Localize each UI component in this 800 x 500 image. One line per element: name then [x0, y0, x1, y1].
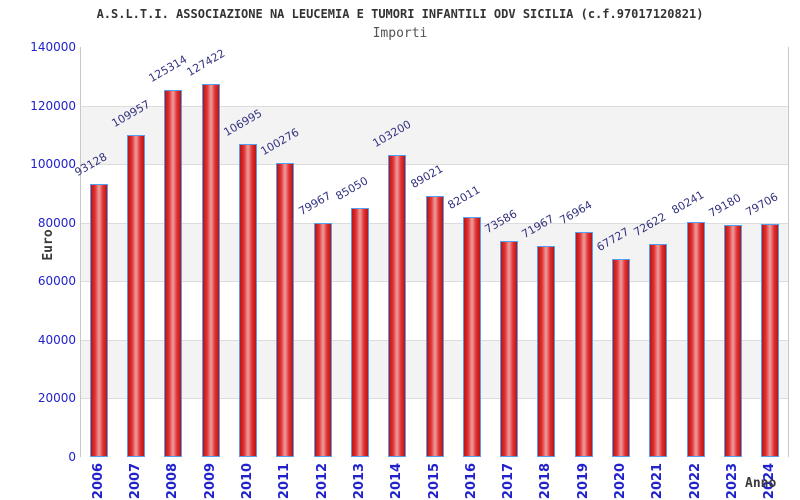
bar	[89, 184, 108, 457]
x-tick-label: 2010	[239, 462, 255, 500]
y-tick-label: 120000	[30, 98, 76, 113]
x-tick-label: 2022	[687, 462, 703, 500]
bar	[313, 222, 332, 457]
x-tick-label: 2011	[277, 462, 293, 500]
x-tick-label: 2006	[90, 462, 106, 500]
x-tick-label: 2008	[165, 462, 181, 500]
y-tick-label: 140000	[30, 40, 76, 54]
y-tick-label: 60000	[37, 274, 76, 289]
y-tick-label: 20000	[37, 391, 76, 406]
chart-title: A.S.L.T.I. ASSOCIAZIONE NA LEUCEMIA E TU…	[96, 7, 704, 21]
bar	[724, 225, 743, 457]
x-axis-title: Anno	[745, 476, 777, 491]
bar	[350, 207, 369, 457]
y-tick-label: 80000	[37, 215, 76, 230]
bar	[164, 90, 183, 457]
y-tick-label: 40000	[37, 332, 76, 347]
bar	[126, 134, 145, 457]
x-tick-label: 2018	[538, 462, 554, 500]
bar	[612, 258, 631, 457]
bar	[574, 231, 593, 457]
bar	[686, 222, 705, 457]
plot-band	[81, 47, 788, 106]
x-tick-label: 2012	[314, 462, 330, 500]
x-tick-label: 2019	[575, 462, 591, 500]
bar	[425, 196, 444, 457]
x-tick-label: 2020	[613, 462, 629, 500]
x-tick-label: 2007	[127, 462, 143, 500]
chart-subtitle: Importi	[372, 26, 428, 41]
bar	[761, 223, 780, 457]
x-tick-label: 2015	[426, 462, 442, 500]
bar	[201, 83, 220, 457]
x-tick-label: 2009	[202, 462, 218, 500]
bar	[276, 163, 295, 457]
x-tick-label: 2023	[725, 462, 741, 500]
bar	[238, 143, 257, 457]
bar	[500, 241, 519, 457]
y-tick-label: 100000	[30, 157, 76, 172]
x-tick-label: 2013	[351, 462, 367, 500]
bar	[388, 154, 407, 457]
bar	[462, 216, 481, 457]
y-tick-label: 0	[68, 450, 76, 464]
x-tick-label: 2016	[463, 462, 479, 500]
x-tick-label: 2021	[650, 462, 666, 500]
x-tick-label: 2017	[501, 462, 517, 500]
bar	[649, 244, 668, 457]
plot-band	[81, 105, 788, 165]
bar	[537, 246, 556, 457]
x-tick-label: 2014	[389, 462, 405, 500]
